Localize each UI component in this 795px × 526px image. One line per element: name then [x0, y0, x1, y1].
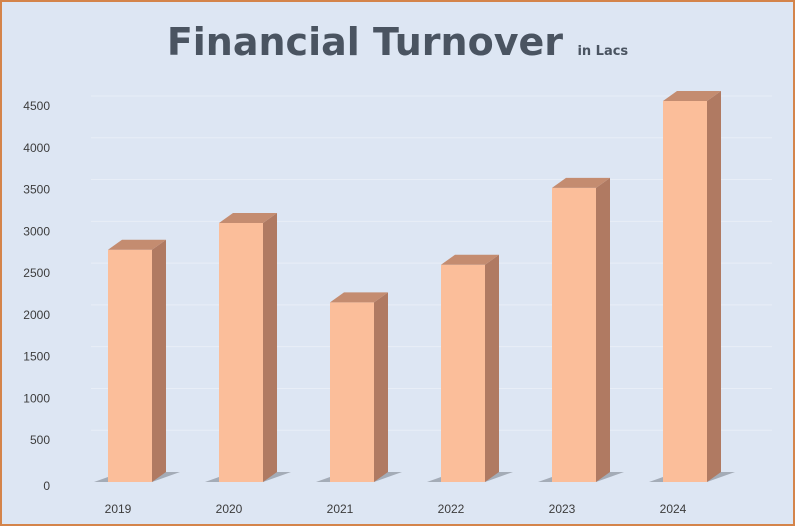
- bar-side-2023: [596, 177, 610, 482]
- bar-front-2019: [108, 249, 152, 482]
- bar-side-2024: [707, 90, 721, 482]
- bar-top-2023: [552, 177, 610, 188]
- bar-side-2019: [152, 239, 166, 482]
- y-tick-label-3500: 3500: [23, 183, 50, 197]
- bar-front-2024: [663, 100, 707, 482]
- y-tick-label-3000: 3000: [23, 224, 50, 238]
- y-tick-label-1500: 1500: [23, 350, 50, 364]
- bar-2023: [552, 177, 610, 482]
- bars: [108, 90, 721, 482]
- chart-subtitle: in Lacs: [577, 44, 629, 59]
- bar-2020: [219, 212, 277, 482]
- bar-2022: [441, 254, 499, 482]
- y-axis-ticks: 0 500 1000 1500 2000 2500 3000 3500 4000 4500: [23, 99, 50, 493]
- bar-front-2021: [330, 302, 374, 482]
- bar-front-2022: [441, 264, 485, 482]
- bar-front-2023: [552, 187, 596, 482]
- x-tick-label-2024: 2024: [660, 502, 687, 516]
- gridlines: [91, 95, 772, 431]
- y-tick-label-0: 0: [43, 479, 50, 493]
- x-tick-label-2021: 2021: [327, 502, 354, 516]
- bar-top-2024: [663, 90, 721, 101]
- bar-2021: [330, 292, 388, 482]
- y-tick-label-4500: 4500: [23, 99, 50, 113]
- bar-side-2022: [485, 254, 499, 482]
- bar-shadows: [94, 472, 735, 482]
- x-tick-label-2019: 2019: [105, 502, 132, 516]
- title-area: Financial Turnover in Lacs: [2, 20, 793, 64]
- bar-top-2020: [219, 212, 277, 223]
- bar-side-2021: [374, 292, 388, 482]
- y-tick-label-2500: 2500: [23, 266, 50, 280]
- x-axis-ticks: 2019 2020 2021 2022 2023 2024: [105, 502, 687, 516]
- x-tick-label-2022: 2022: [438, 502, 465, 516]
- chart-title: Financial Turnover: [166, 20, 563, 64]
- y-tick-label-4000: 4000: [23, 141, 50, 155]
- y-tick-label-2000: 2000: [23, 308, 50, 322]
- y-tick-label-500: 500: [30, 433, 50, 447]
- x-tick-label-2023: 2023: [549, 502, 576, 516]
- bar-side-2020: [263, 212, 277, 482]
- bar-top-2022: [441, 254, 499, 265]
- bar-top-2019: [108, 239, 166, 250]
- bar-2019: [108, 239, 166, 482]
- bar-front-2020: [219, 222, 263, 482]
- x-tick-label-2020: 2020: [216, 502, 243, 516]
- y-tick-label-1000: 1000: [23, 391, 50, 405]
- bar-top-2021: [330, 292, 388, 303]
- bar-2024: [663, 90, 721, 482]
